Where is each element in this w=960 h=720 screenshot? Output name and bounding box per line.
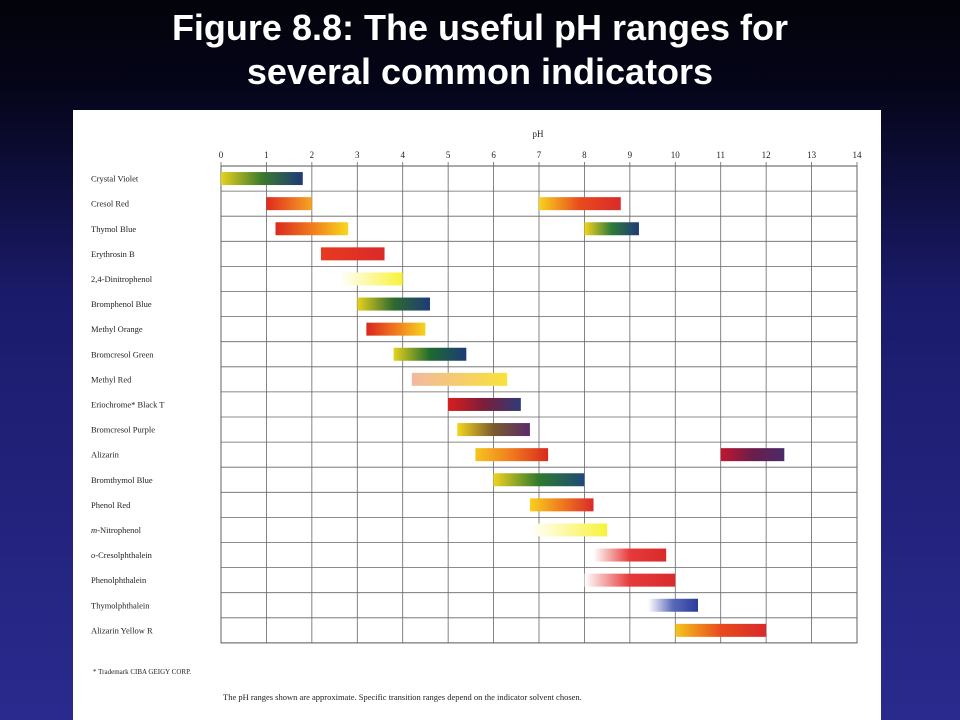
- indicator-label: Bromcresol Green: [91, 349, 154, 359]
- indicator-label: Phenol Red: [91, 500, 131, 510]
- indicator-label: Phenolphthalein: [91, 575, 147, 585]
- indicator-label: Crystal Violet: [91, 174, 139, 184]
- ph-range-bar: [529, 523, 608, 537]
- ph-range-bar: [411, 372, 508, 386]
- ph-range-bar: [457, 423, 530, 437]
- ph-range-bar: [221, 172, 303, 186]
- ph-range-bar: [393, 347, 467, 361]
- ph-range-bar: [275, 222, 349, 236]
- indicator-label: Cresol Red: [91, 199, 130, 209]
- indicator-label: Erythrosin B: [91, 249, 135, 259]
- figure-panel: pH 0 1 2 3 4 5 6 7 8 9 10 11 12 13 14 Crystal Violet Cr…: [73, 110, 881, 720]
- x-tick-label: 12: [762, 150, 771, 160]
- slide-title: Figure 8.8: The useful pH ranges for sev…: [0, 6, 960, 94]
- x-tick-label: 3: [355, 150, 360, 160]
- x-tick-label: 5: [446, 150, 451, 160]
- indicator-label: Methyl Red: [91, 374, 132, 384]
- indicator-label: 2,4-Dinitrophenol: [91, 274, 153, 284]
- indicator-label: Methyl Orange: [91, 324, 143, 334]
- chart-grid: [220, 162, 858, 644]
- ph-range-bar: [448, 397, 521, 411]
- ph-range-bar: [339, 272, 403, 286]
- ph-range-bar: [320, 247, 385, 261]
- indicator-label: o-Cresolphthalein: [91, 550, 153, 560]
- ph-range-bar: [475, 448, 549, 462]
- indicator-label: Thymolphthalein: [91, 600, 150, 610]
- x-tick-label: 2: [310, 150, 315, 160]
- x-tick-label: 10: [671, 150, 681, 160]
- ph-range-bar: [357, 297, 430, 311]
- indicator-range-bars: [221, 172, 785, 637]
- ph-range-bar: [584, 573, 676, 587]
- ph-axis-label: pH: [533, 129, 545, 139]
- slide-title-line-1: Figure 8.8: The useful pH ranges for: [171, 7, 789, 48]
- slide-title-line-2: several common indicators: [246, 51, 714, 92]
- ph-range-bar: [266, 197, 312, 211]
- ph-range-bar: [593, 548, 667, 562]
- x-tick-label: 11: [716, 150, 725, 160]
- ph-range-bar: [366, 322, 426, 336]
- ph-range-bar: [529, 498, 594, 512]
- ph-range-bar: [493, 473, 585, 487]
- x-tick-label: 8: [582, 150, 587, 160]
- approximation-caption: The pH ranges shown are approximate. Spe…: [223, 692, 582, 702]
- ph-range-bar: [675, 623, 767, 637]
- indicator-label: Thymol Blue: [91, 224, 136, 234]
- x-tick-label: 13: [807, 150, 817, 160]
- indicator-label: Alizarin: [91, 450, 120, 460]
- trademark-footnote: * Trademark CIBA GEIGY CORP.: [93, 668, 191, 676]
- indicator-label: Bromthymol Blue: [91, 475, 153, 485]
- x-tick-label: 6: [491, 150, 496, 160]
- x-tick-label: 1: [264, 150, 269, 160]
- ph-range-bar: [648, 598, 698, 612]
- ph-range-bar: [720, 448, 785, 462]
- x-tick-label: 0: [219, 150, 224, 160]
- x-tick-label: 14: [853, 150, 863, 160]
- ph-range-bar: [584, 222, 639, 236]
- indicator-label: m-Nitrophenol: [91, 525, 142, 535]
- x-tick-label: 9: [628, 150, 633, 160]
- ph-range-bar: [539, 197, 621, 211]
- indicator-label: Eriochrome* Black T: [91, 399, 165, 409]
- x-tick-label: 7: [537, 150, 542, 160]
- indicator-label: Alizarin Yellow R: [91, 625, 153, 635]
- indicator-labels: Crystal Violet Cresol Red Thymol Blue Eryth…: [91, 174, 165, 636]
- indicator-label: Bromcresol Purple: [91, 425, 155, 435]
- x-tick-label: 4: [400, 150, 405, 160]
- indicator-range-chart: pH 0 1 2 3 4 5 6 7 8 9 10 11 12 13 14 Crystal VioletCr…: [91, 129, 862, 702]
- x-tick-labels: 0 1 2 3 4 5 6 7 8 9 10 11 12 13 14: [219, 150, 862, 160]
- indicator-label: Bromphenol Blue: [91, 299, 152, 309]
